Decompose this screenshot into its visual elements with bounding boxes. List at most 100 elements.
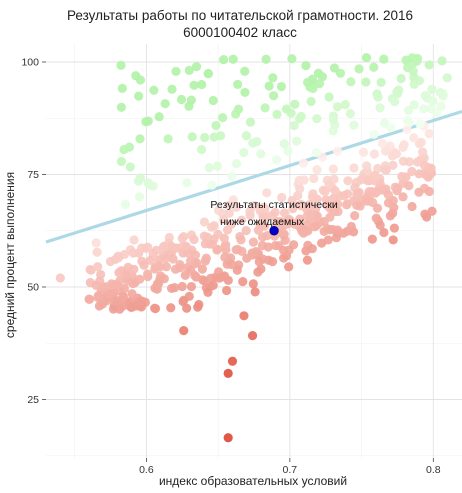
data-point bbox=[239, 147, 249, 158]
data-point bbox=[392, 89, 403, 99]
chart-subtitle: 6000100402 класс bbox=[183, 25, 297, 40]
data-point bbox=[161, 262, 172, 272]
data-point bbox=[119, 283, 130, 294]
data-point bbox=[402, 62, 413, 73]
data-point bbox=[253, 225, 263, 235]
data-point bbox=[112, 295, 122, 306]
data-point bbox=[377, 138, 387, 149]
data-point bbox=[372, 203, 383, 213]
data-point bbox=[294, 114, 305, 124]
data-point bbox=[197, 79, 207, 90]
data-point bbox=[290, 219, 300, 229]
data-point bbox=[105, 256, 116, 267]
data-point bbox=[380, 165, 390, 175]
data-point bbox=[119, 144, 129, 155]
data-point bbox=[169, 243, 180, 253]
data-point bbox=[383, 190, 394, 200]
data-point bbox=[322, 201, 332, 211]
data-point bbox=[189, 80, 199, 90]
data-point bbox=[296, 199, 306, 210]
data-point bbox=[134, 91, 144, 101]
data-point bbox=[381, 146, 391, 156]
data-point bbox=[186, 95, 196, 105]
data-point bbox=[245, 206, 255, 217]
data-point bbox=[420, 209, 430, 219]
data-point bbox=[402, 124, 412, 135]
data-point bbox=[129, 235, 139, 245]
data-point bbox=[398, 192, 408, 202]
data-point bbox=[274, 219, 284, 230]
data-point bbox=[160, 99, 170, 109]
annotation-line-2: ниже ожидаемых bbox=[220, 216, 305, 228]
data-point bbox=[264, 81, 274, 91]
data-point bbox=[204, 163, 214, 173]
x-tick-label: 0.6 bbox=[139, 464, 154, 476]
data-point bbox=[269, 91, 279, 101]
data-point bbox=[282, 216, 292, 226]
data-point bbox=[397, 171, 407, 182]
data-point bbox=[185, 256, 196, 266]
data-point bbox=[424, 186, 434, 197]
data-point bbox=[193, 302, 203, 312]
data-point bbox=[163, 134, 173, 144]
data-point bbox=[272, 109, 282, 119]
data-point bbox=[256, 149, 266, 159]
data-point bbox=[120, 199, 130, 210]
data-point bbox=[287, 195, 297, 206]
axes: 0.6 0.7 0.8 25 50 75 100 bbox=[21, 57, 440, 477]
data-point bbox=[391, 149, 402, 159]
data-point bbox=[414, 187, 424, 197]
highlighted-class-layer: Результаты статистически ниже ожидаемых bbox=[210, 199, 338, 236]
data-point bbox=[236, 235, 246, 245]
data-point bbox=[93, 262, 103, 272]
data-point bbox=[343, 176, 353, 186]
data-point bbox=[232, 265, 242, 275]
data-point bbox=[294, 175, 304, 186]
data-point bbox=[442, 73, 452, 83]
data-point bbox=[150, 303, 160, 313]
data-point bbox=[301, 61, 311, 71]
data-point bbox=[206, 222, 217, 232]
data-point bbox=[267, 210, 277, 221]
annotation-line-1: Результаты статистически bbox=[210, 199, 338, 211]
data-point bbox=[247, 331, 258, 341]
data-point bbox=[254, 257, 264, 267]
data-point bbox=[116, 102, 126, 112]
y-tick-label: 100 bbox=[21, 57, 39, 69]
data-point bbox=[278, 228, 288, 238]
data-point bbox=[335, 68, 346, 78]
data-point bbox=[331, 233, 341, 243]
data-point bbox=[284, 262, 294, 272]
data-point bbox=[93, 291, 103, 301]
data-point bbox=[199, 276, 209, 286]
data-point bbox=[388, 235, 398, 245]
data-point bbox=[279, 208, 290, 218]
data-point bbox=[113, 253, 124, 263]
data-point bbox=[261, 54, 271, 64]
data-point bbox=[256, 264, 266, 274]
data-point bbox=[332, 146, 343, 156]
data-point bbox=[396, 73, 406, 84]
data-point bbox=[389, 223, 399, 233]
data-point bbox=[349, 120, 359, 130]
data-point bbox=[224, 208, 234, 218]
data-point bbox=[342, 200, 352, 210]
y-axis-title: средний процент выполнения bbox=[3, 172, 17, 338]
data-point bbox=[393, 184, 403, 194]
data-point bbox=[424, 129, 434, 139]
data-point bbox=[415, 119, 425, 129]
data-point bbox=[346, 77, 356, 87]
regression-line bbox=[45, 109, 462, 244]
data-point bbox=[388, 160, 398, 170]
data-point bbox=[304, 200, 315, 210]
data-point bbox=[404, 181, 414, 191]
data-point bbox=[414, 139, 425, 149]
data-point bbox=[149, 85, 159, 95]
data-point bbox=[167, 84, 177, 94]
data-point bbox=[281, 104, 291, 114]
x-axis-title: индекс образовательных условий bbox=[159, 474, 347, 488]
data-point bbox=[308, 83, 318, 94]
data-point bbox=[223, 433, 233, 443]
data-point bbox=[166, 303, 176, 313]
